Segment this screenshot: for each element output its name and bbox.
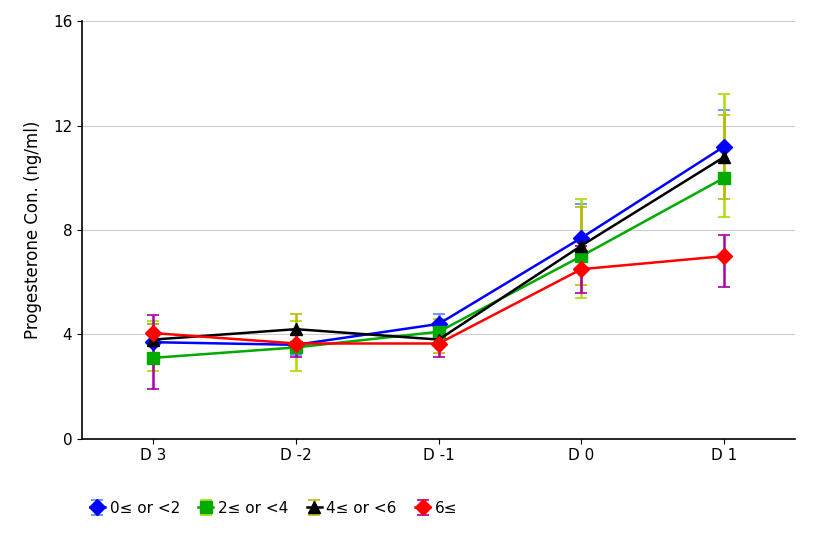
Y-axis label: Progesterone Con. (ng/ml): Progesterone Con. (ng/ml) xyxy=(24,121,42,339)
Legend: 0≤ or <2, 2≤ or <4, 4≤ or <6, 6≤: 0≤ or <2, 2≤ or <4, 4≤ or <6, 6≤ xyxy=(89,501,457,516)
